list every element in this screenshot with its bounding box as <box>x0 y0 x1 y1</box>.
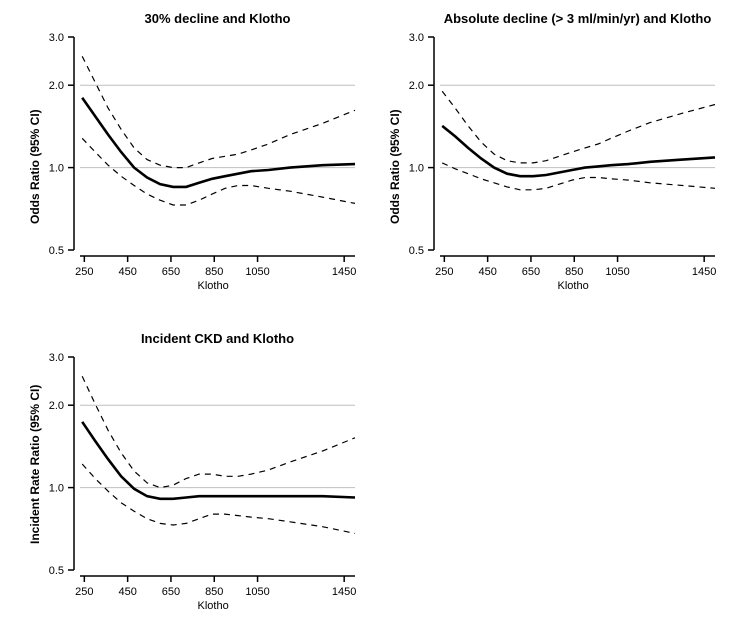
y-axis-label: Odds Ratio (95% CI) <box>28 109 42 224</box>
panel-title: Absolute decline (> 3 ml/min/yr) and Klo… <box>444 11 712 26</box>
series-upper <box>82 376 355 487</box>
series-lower <box>82 138 355 205</box>
chart-svg: 250 450 650 850 1050 1450 0.5 1.0 2.0 3.0 <box>10 325 365 625</box>
panel-p2: 250 450 650 850 1050 1450 0.5 1.0 2.0 3.0 Absolute… <box>370 5 725 305</box>
y-tick-label: 0.5 <box>49 565 64 577</box>
x-axis-label: Klotho <box>198 600 229 612</box>
y-tick-label: 2.0 <box>409 80 424 92</box>
series-upper <box>442 91 715 163</box>
series-lower <box>82 464 355 533</box>
y-tick-label: 3.0 <box>49 32 64 44</box>
panel-title: Incident CKD and Klotho <box>141 331 294 346</box>
x-tick-label: 1450 <box>332 266 356 278</box>
figure-container: 250 450 650 850 1050 1450 0.5 1.0 2.0 3.0 30% decl… <box>0 0 731 639</box>
x-tick-label: 850 <box>565 266 583 278</box>
x-tick-label: 450 <box>478 266 496 278</box>
y-tick-label: 0.5 <box>409 245 424 257</box>
x-tick-label: 650 <box>162 266 180 278</box>
x-tick-label: 250 <box>435 266 453 278</box>
x-axis-label: Klotho <box>558 280 589 292</box>
x-tick-label: 250 <box>75 586 93 598</box>
x-tick-label: 650 <box>522 266 540 278</box>
x-tick-label: 250 <box>75 266 93 278</box>
panel-p3: 250 450 650 850 1050 1450 0.5 1.0 2.0 3.0 Incident… <box>10 325 365 625</box>
chart-svg: 250 450 650 850 1050 1450 0.5 1.0 2.0 3.0 <box>370 5 725 305</box>
x-tick-label: 1050 <box>245 586 269 598</box>
x-tick-label: 850 <box>205 586 223 598</box>
x-axis-label: Klotho <box>198 280 229 292</box>
x-tick-label: 650 <box>162 586 180 598</box>
panel-title: 30% decline and Klotho <box>145 11 291 26</box>
y-tick-label: 3.0 <box>49 352 64 364</box>
x-tick-label: 1450 <box>332 586 356 598</box>
y-tick-label: 1.0 <box>409 163 424 175</box>
x-tick-label: 1050 <box>605 266 629 278</box>
series-upper <box>82 56 355 167</box>
y-tick-label: 0.5 <box>49 245 64 257</box>
series-main <box>82 98 355 187</box>
y-tick-label: 2.0 <box>49 400 64 412</box>
chart-svg: 250 450 650 850 1050 1450 0.5 1.0 2.0 3.0 <box>10 5 365 305</box>
x-tick-label: 1050 <box>245 266 269 278</box>
y-tick-label: 1.0 <box>49 163 64 175</box>
x-tick-label: 1450 <box>692 266 716 278</box>
y-tick-label: 2.0 <box>49 80 64 92</box>
panel-p1: 250 450 650 850 1050 1450 0.5 1.0 2.0 3.0 30% decl… <box>10 5 365 305</box>
x-tick-label: 850 <box>205 266 223 278</box>
x-tick-label: 450 <box>118 266 136 278</box>
y-tick-label: 3.0 <box>409 32 424 44</box>
y-axis-label: Odds Ratio (95% CI) <box>388 109 402 224</box>
y-tick-label: 1.0 <box>49 483 64 495</box>
series-lower <box>442 163 715 190</box>
y-axis-label: Incident Rate Ratio (95% CI) <box>28 384 42 543</box>
x-tick-label: 450 <box>118 586 136 598</box>
series-main <box>442 126 715 176</box>
